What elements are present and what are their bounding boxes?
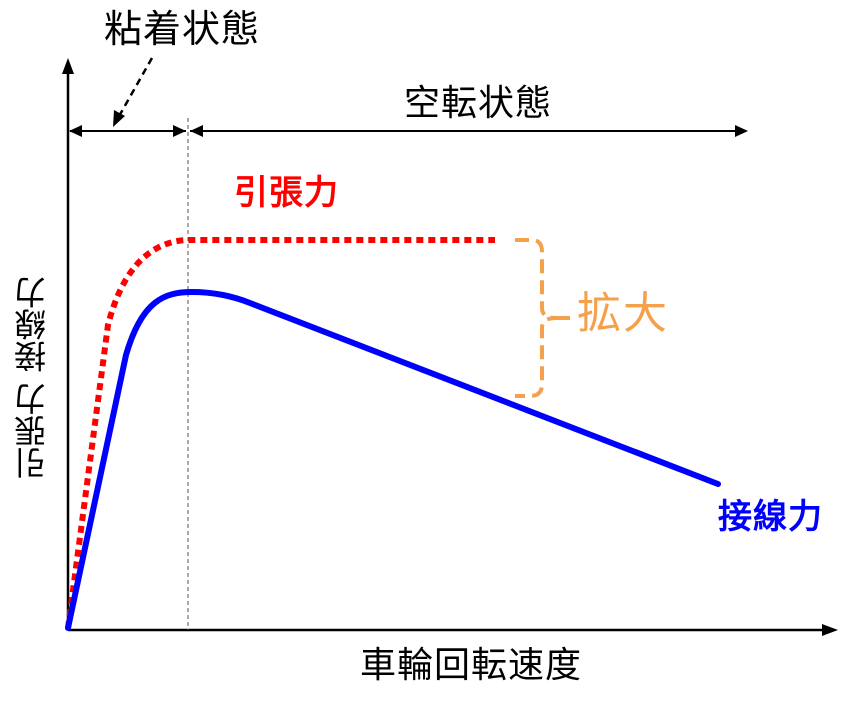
sticky-range-arrowhead-right — [173, 125, 186, 137]
sticky-range-arrowhead-left — [69, 125, 82, 137]
x-axis-arrowhead — [822, 624, 838, 636]
slip-range-arrowhead-right — [735, 125, 748, 137]
sticky-state-label: 粘着状態 — [104, 7, 261, 51]
slip-range-arrowhead-left — [190, 125, 203, 137]
slip-state-label: 空転状態 — [404, 83, 553, 124]
y-axis-label: 引張力 接線力 — [13, 276, 51, 480]
x-axis-label: 車輪回転速度 — [360, 645, 583, 686]
traction-force-label: 引張力 — [234, 173, 339, 213]
sticky-label-leader-arrowhead — [113, 110, 125, 127]
tangential-force-label: 接線力 — [718, 497, 823, 537]
sticky-label-leader — [116, 57, 154, 119]
tangential-force-curve — [65, 289, 721, 631]
traction-force-curve — [65, 237, 495, 629]
expansion-label: 拡大 — [577, 288, 669, 339]
y-axis-arrowhead — [62, 58, 74, 74]
expansion-bracket — [515, 238, 557, 398]
